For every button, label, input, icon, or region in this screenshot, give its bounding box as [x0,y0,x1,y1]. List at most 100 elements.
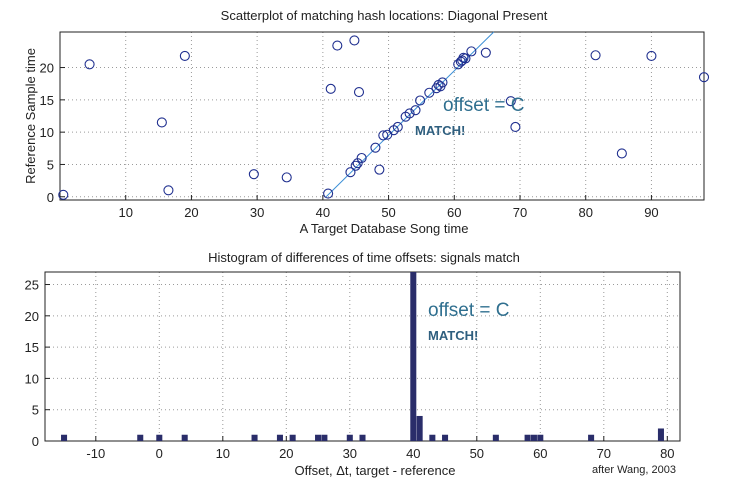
scatter-point [480,47,491,58]
histogram-bar [251,434,258,441]
scatter-x-tick-label: 40 [316,205,330,220]
scatter-title: Scatterplot of matching hash locations: … [221,8,548,23]
credit-text: after Wang, 2003 [592,464,676,476]
scatter-point [404,108,415,119]
scatter-point [437,77,448,88]
scatter-point [332,40,343,51]
scatter-y-tick-label: 0 [47,190,54,205]
histogram-x-tick-label: 30 [343,446,357,461]
histogram-x-tick-label: 50 [470,446,484,461]
scatter-y-ticks: 0 5 10 15 20 [40,61,65,205]
scatter-point [58,189,69,200]
scatter-frame [59,31,705,201]
histogram-y-tick-label: 20 [25,309,39,324]
histogram-y-tick-label: 25 [25,278,39,293]
histogram-bar [416,415,423,441]
scatter-grid [60,32,704,200]
scatter-point [163,185,174,196]
scatter-y-tick-label: 10 [40,125,54,140]
histogram-offset-annotation: offset = C [428,300,510,321]
scatter-point [400,111,411,122]
scatter-point [356,152,367,164]
scatter-y-tick-label: 5 [47,157,54,172]
histogram-y-ticks: 0 5 10 15 20 25 [25,278,50,449]
scatter-y-tick-label: 15 [40,93,54,108]
scatter-match-annotation: MATCH! [415,123,465,138]
scatter-x-tick-label: 30 [250,205,264,220]
scatter-x-tick-label: 10 [118,205,132,220]
scatter-y-tick-label: 20 [40,61,54,76]
scatter-point [345,167,356,178]
histogram-bars [61,272,664,441]
histogram-bar [442,434,449,441]
scatter-point [457,55,468,66]
scatter-point [349,35,360,46]
histogram-x-tick-label: 10 [216,446,230,461]
histogram-bar [276,434,283,441]
histogram-bar [346,434,353,441]
histogram-x-ticks: -10 0 10 20 30 40 50 60 70 80 [86,436,675,461]
scatter-point [590,50,601,61]
histogram-y-tick-label: 15 [25,340,39,355]
scatter-plot: Scatterplot of matching hash locations: … [23,8,710,236]
histogram-bar [524,434,531,441]
scatter-point [248,169,259,180]
histogram-title: Histogram of differences of time offsets… [208,250,520,265]
scatter-point [392,121,403,133]
scatter-point [350,160,361,171]
scatter-x-tick-label: 90 [644,205,658,220]
histogram-bar [61,434,68,441]
scatter-point [374,164,385,175]
scatter-point [84,59,95,70]
scatter-y-axis-label: Reference Sample time [23,48,38,184]
scatter-point [323,188,334,199]
histogram-bar [289,434,296,441]
scatter-point [353,87,365,98]
histogram-x-tick-label: 0 [156,446,163,461]
scatter-offset-annotation: offset = C [443,95,525,116]
scatter-x-tick-label: 70 [513,205,527,220]
scatter-x-tick-label: 60 [447,205,461,220]
histogram-match-annotation: MATCH! [428,328,478,343]
scatter-point [370,142,381,153]
histogram-bar [315,434,322,441]
histogram-x-axis-label: Offset, Δt, target - reference [295,463,456,478]
scatter-x-ticks: 10 20 30 40 50 60 70 80 90 [118,195,659,220]
histogram-bar [137,434,144,441]
histogram-bar [657,428,664,441]
scatter-point [505,96,516,107]
scatter-x-tick-label: 80 [578,205,592,220]
scatter-point [698,72,710,83]
scatter-point [460,53,471,64]
histogram-bar [429,434,436,441]
histogram-x-tick-label: 80 [660,446,674,461]
histogram-frame [44,271,681,442]
scatter-point [424,87,435,98]
scatter-x-tick-label: 50 [381,205,395,220]
scatter-point [179,50,190,61]
histogram-grid [45,272,680,442]
histogram-y-tick-label: 5 [32,403,39,418]
histogram-x-tick-label: 20 [279,446,293,461]
scatter-x-axis-label: A Target Database Song time [300,221,469,236]
histogram-bar [530,434,537,441]
histogram-bar [156,434,163,441]
histogram-bar [537,434,544,441]
histogram-bar [321,434,328,441]
scatter-point [466,46,477,57]
histogram-y-tick-label: 10 [25,371,39,386]
histogram-x-tick-label: 60 [533,446,547,461]
scatter-points [58,35,710,200]
histogram-bar [359,434,366,441]
histogram-y-tick-label: 0 [32,434,39,449]
histogram-x-tick-label: 70 [597,446,611,461]
histogram-bar [181,434,188,441]
histogram-bar [410,272,417,441]
scatter-point [156,117,167,128]
scatter-point [510,121,521,133]
scatter-point [378,130,389,141]
scatter-x-tick-label: 20 [184,205,198,220]
scatter-point [410,105,421,116]
